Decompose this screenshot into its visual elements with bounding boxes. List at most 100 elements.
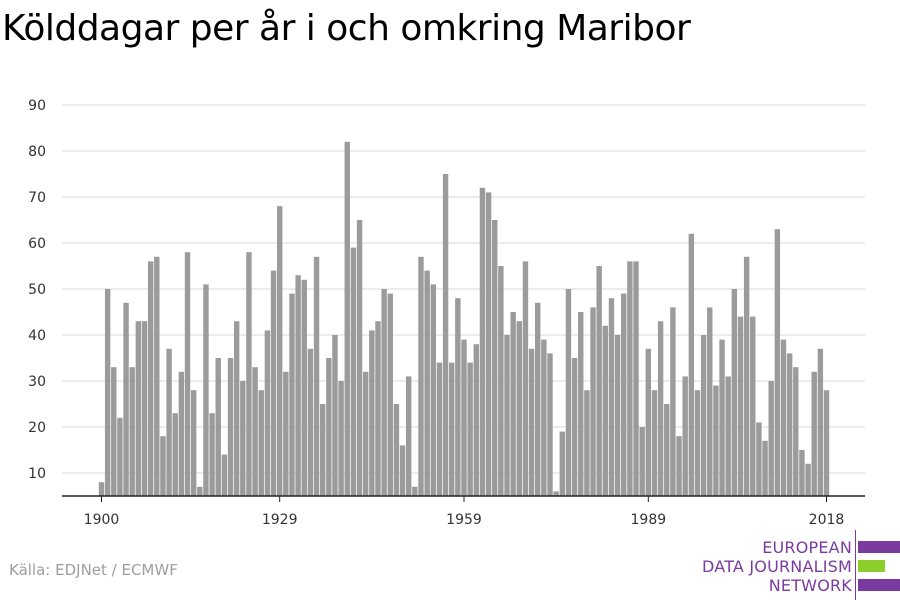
- bar-2014: [799, 450, 805, 496]
- bar-1987: [633, 261, 639, 496]
- bar-1958: [455, 298, 461, 496]
- bar-1967: [510, 312, 516, 496]
- bar-2010: [774, 229, 781, 496]
- x-tick-label: 2018: [809, 512, 845, 528]
- logo-bar-green: [858, 560, 885, 572]
- bar-1966: [504, 335, 510, 496]
- bar-1964: [492, 220, 498, 496]
- logo-text-line2: DATA JOURNALISM: [702, 557, 852, 576]
- bar-1912: [172, 413, 178, 496]
- bar-1988: [639, 427, 645, 496]
- bar-1918: [209, 413, 215, 496]
- bar-1951: [412, 486, 418, 496]
- bar-1904: [123, 302, 129, 496]
- bar-1954: [430, 284, 436, 496]
- x-tick-label: 1929: [262, 512, 298, 528]
- bar-1930: [283, 371, 289, 496]
- bar-1947: [387, 293, 393, 496]
- bar-1953: [424, 270, 430, 496]
- y-tick-label: 20: [28, 420, 46, 436]
- bar-1939: [338, 381, 344, 496]
- bar-2003: [731, 289, 738, 496]
- bar-1985: [621, 293, 627, 496]
- bar-1993: [670, 307, 676, 496]
- bar-1956: [442, 174, 449, 496]
- bar-1991: [657, 321, 664, 496]
- bar-1998: [700, 335, 707, 496]
- bar-2008: [762, 440, 768, 496]
- bar-1907: [141, 321, 148, 496]
- bar-1911: [166, 348, 172, 496]
- bar-1934: [307, 348, 314, 496]
- bar-1981: [596, 266, 602, 496]
- y-tick-label: 10: [28, 466, 46, 482]
- logo-bar-purple-bottom: [858, 579, 900, 591]
- bar-1926: [258, 390, 264, 496]
- logo-text-line1: EUROPEAN: [762, 538, 852, 557]
- bar-1916: [197, 486, 203, 496]
- bar-1965: [498, 266, 504, 496]
- bar-1924: [246, 252, 252, 496]
- bar-1957: [449, 362, 455, 496]
- bar-1901: [104, 289, 111, 496]
- chart-title: Kölddagar per år i och omkring Maribor: [2, 8, 691, 49]
- x-tick-label: 1900: [84, 512, 120, 528]
- x-tick-label: 1989: [631, 512, 667, 528]
- bar-1931: [289, 293, 295, 496]
- bar-1990: [651, 390, 658, 496]
- bar-2016: [811, 371, 817, 496]
- bar-1922: [233, 321, 240, 496]
- bar-2002: [725, 376, 731, 496]
- y-tick-label: 80: [28, 144, 46, 160]
- bar-1950: [406, 376, 412, 496]
- bar-1943: [362, 371, 369, 496]
- bar-1915: [190, 390, 197, 496]
- bar-1977: [571, 358, 578, 496]
- bar-1949: [399, 445, 406, 496]
- bar-1962: [479, 187, 486, 497]
- bar-1914: [184, 252, 191, 496]
- bar-2011: [780, 339, 787, 496]
- bar-2004: [737, 316, 744, 496]
- bar-1944: [369, 330, 375, 496]
- bar-1935: [313, 256, 320, 496]
- bar-1910: [160, 436, 166, 496]
- x-axis-ticks: 1900 1929 1959 1989 2018: [84, 496, 845, 528]
- bar-1974: [553, 491, 559, 496]
- y-tick-label: 40: [28, 328, 46, 344]
- bar-2005: [743, 256, 750, 496]
- bar-1921: [227, 358, 234, 496]
- bar-2009: [768, 381, 774, 496]
- bar-1927: [264, 330, 271, 496]
- y-axis-ticks: 10 20 30 40 50 60 70 80 90: [28, 98, 46, 482]
- bar-2007: [756, 422, 762, 496]
- bar-1984: [614, 335, 621, 496]
- bar-1978: [578, 312, 584, 496]
- bar-1980: [590, 307, 596, 496]
- bar-1902: [111, 367, 117, 496]
- bar-1945: [375, 321, 381, 496]
- bar-1986: [627, 261, 633, 496]
- bar-2015: [805, 463, 811, 496]
- y-tick-label: 30: [28, 374, 46, 390]
- y-tick-label: 90: [28, 98, 46, 114]
- bar-1940: [344, 141, 350, 497]
- bar-1905: [129, 367, 135, 496]
- bar-1928: [270, 270, 277, 496]
- bar-1963: [485, 192, 492, 496]
- bar-1937: [326, 358, 332, 496]
- bar-1900: [98, 482, 105, 496]
- bar-1936: [319, 404, 326, 496]
- bar-1976: [565, 289, 572, 496]
- logo-divider: [855, 530, 856, 600]
- y-tick-label: 60: [28, 236, 46, 252]
- logo-bar-purple-top: [858, 541, 900, 553]
- bar-1969: [522, 261, 529, 496]
- bar-1952: [418, 256, 424, 496]
- bar-1925: [252, 367, 258, 496]
- bar-1959: [461, 339, 467, 496]
- bar-1938: [332, 335, 338, 496]
- bar-1933: [301, 279, 307, 496]
- bar-2001: [719, 339, 725, 496]
